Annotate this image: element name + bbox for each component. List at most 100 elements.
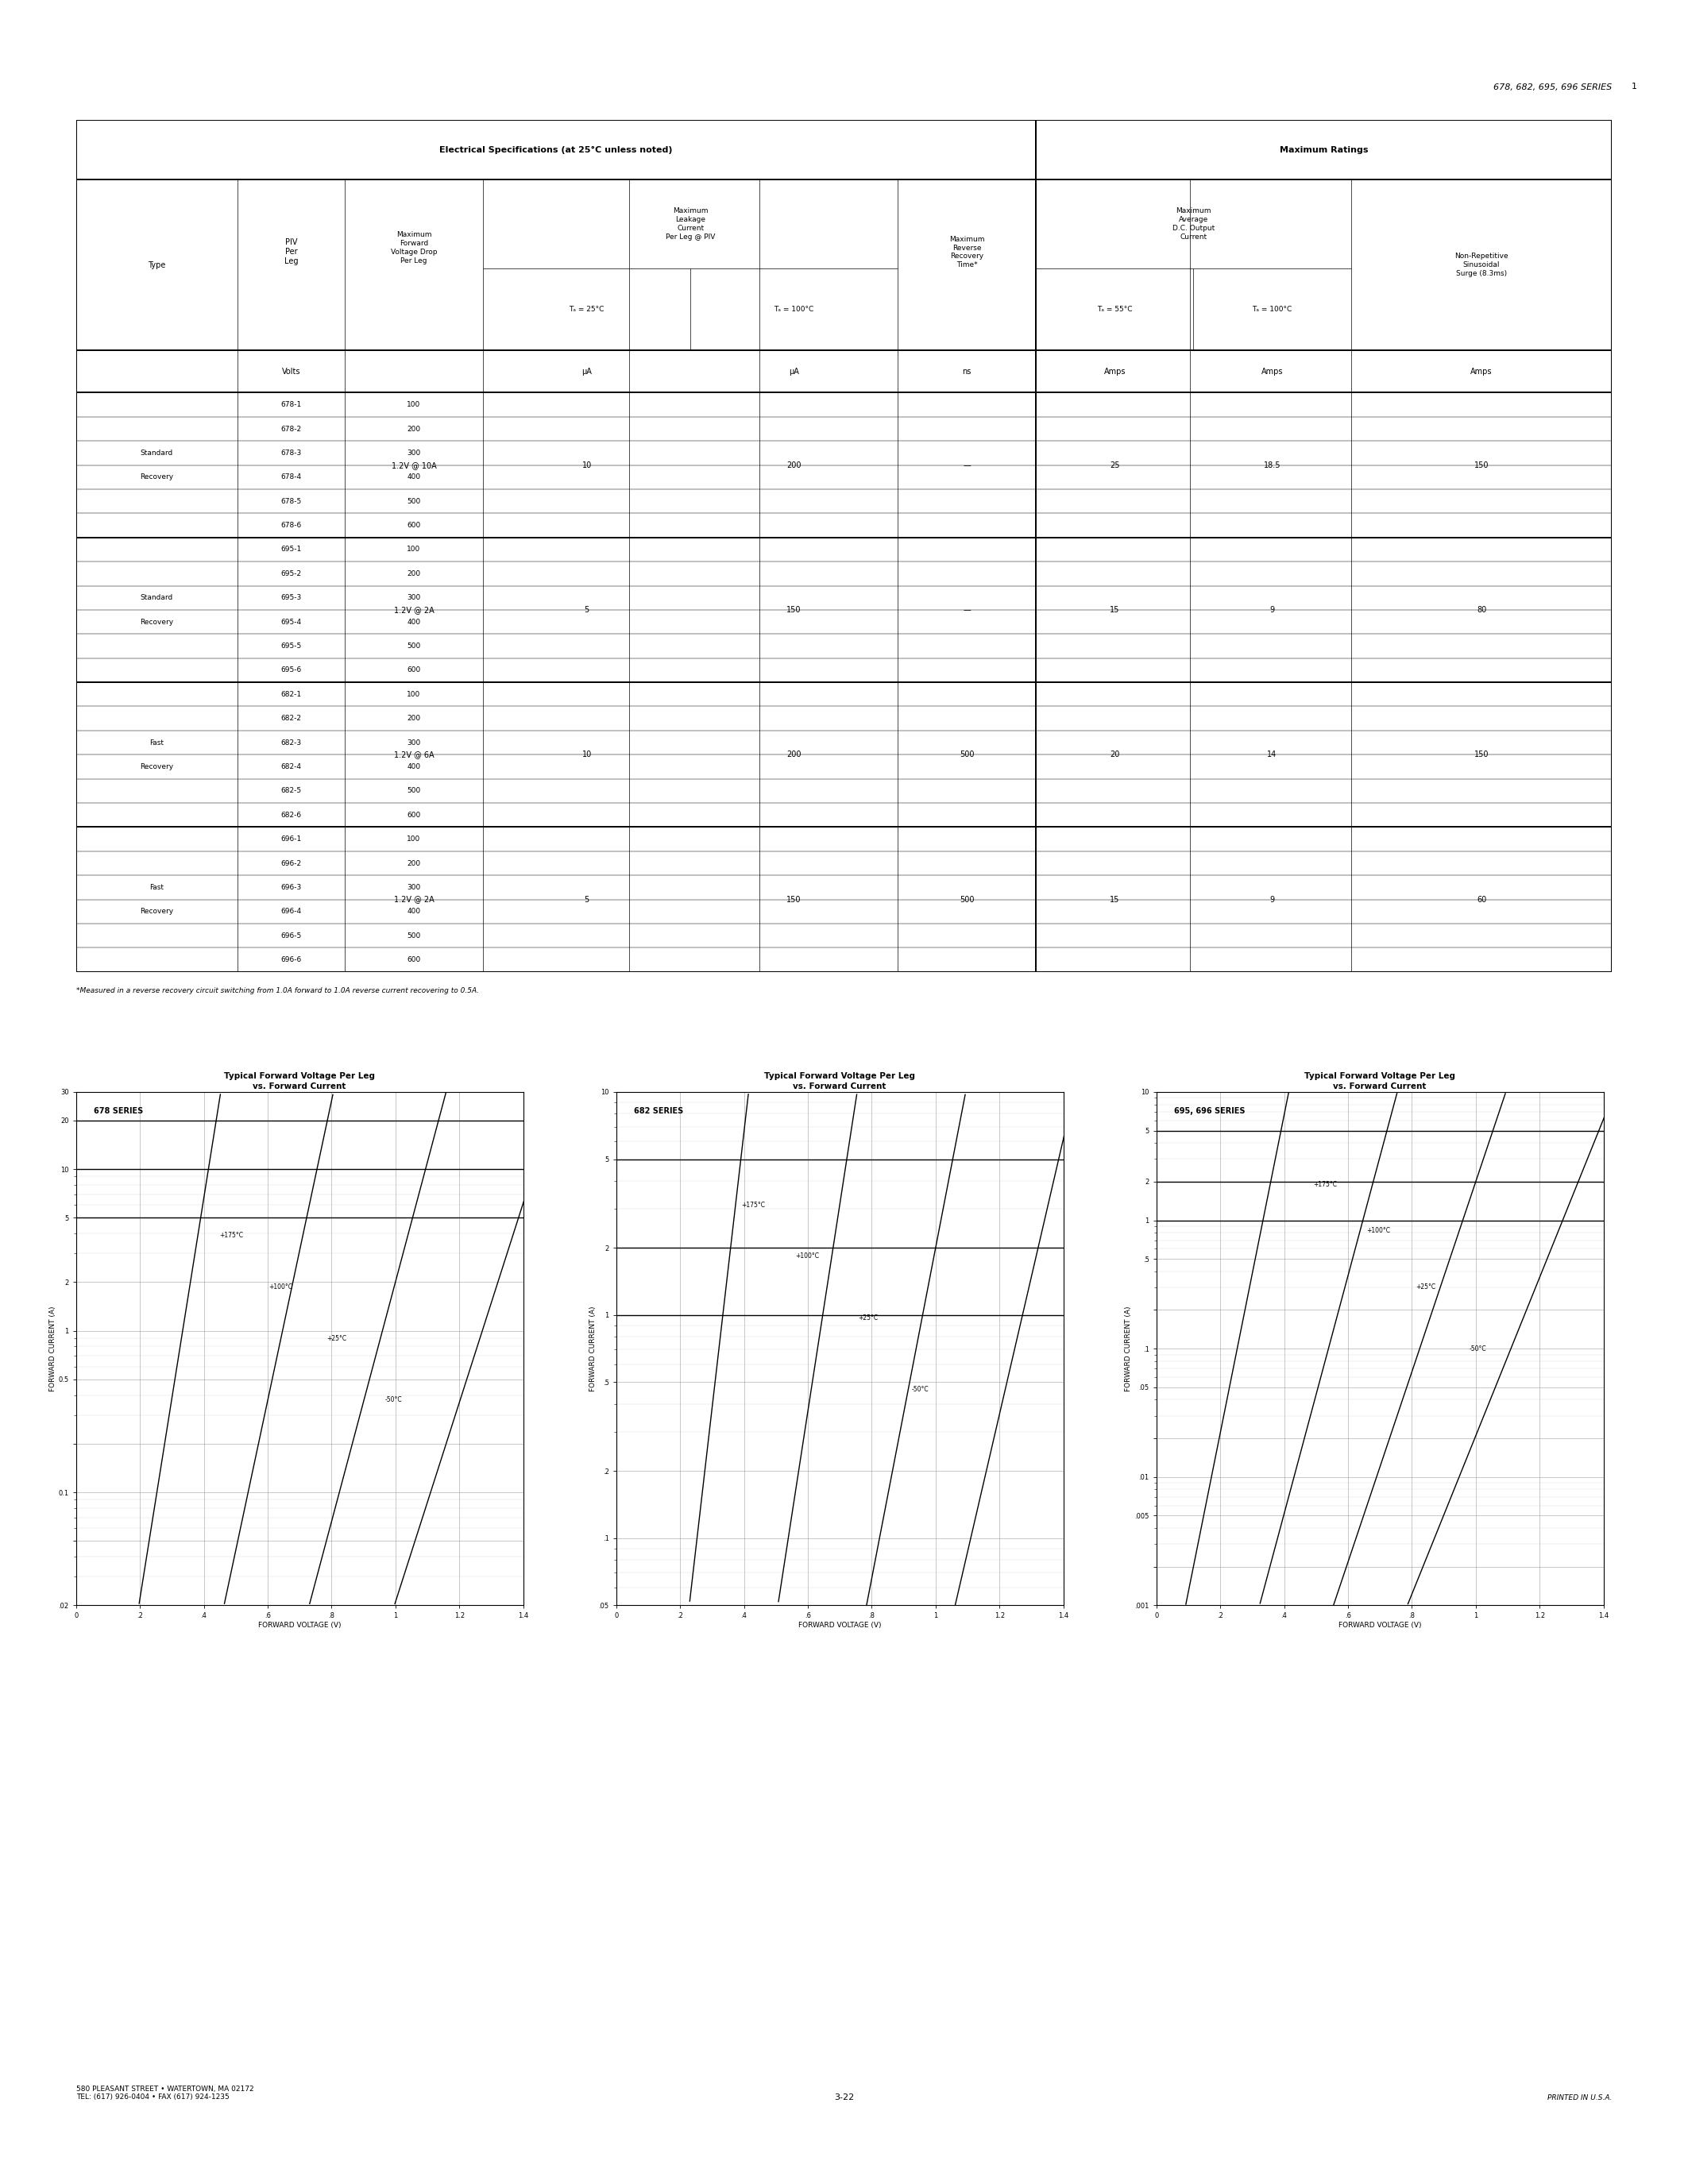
- Text: 678-6: 678-6: [280, 522, 302, 529]
- Text: -50°C: -50°C: [1469, 1345, 1487, 1352]
- Text: 696-5: 696-5: [280, 933, 302, 939]
- Text: -50°C: -50°C: [912, 1387, 928, 1393]
- Title: Typical Forward Voltage Per Leg
vs. Forward Current: Typical Forward Voltage Per Leg vs. Forw…: [1305, 1072, 1455, 1090]
- Text: +175°C: +175°C: [219, 1232, 243, 1238]
- Text: +25°C: +25°C: [858, 1315, 878, 1321]
- Text: 150: 150: [1474, 461, 1489, 470]
- Text: +175°C: +175°C: [741, 1201, 765, 1208]
- Text: 300: 300: [407, 450, 420, 456]
- Text: +25°C: +25°C: [326, 1334, 346, 1341]
- Text: 500: 500: [959, 751, 974, 758]
- Text: *Measured in a reverse recovery circuit switching from 1.0A forward to 1.0A reve: *Measured in a reverse recovery circuit …: [76, 987, 479, 994]
- Text: 9: 9: [1269, 605, 1274, 614]
- Text: Fast: Fast: [150, 738, 164, 747]
- Y-axis label: FORWARD CURRENT (A): FORWARD CURRENT (A): [49, 1306, 56, 1391]
- Text: Maximum
Forward
Voltage Drop
Per Leg: Maximum Forward Voltage Drop Per Leg: [390, 232, 437, 264]
- Text: 678-2: 678-2: [280, 426, 302, 432]
- Text: 18.5: 18.5: [1264, 461, 1281, 470]
- Text: 300: 300: [407, 885, 420, 891]
- Text: +175°C: +175°C: [1313, 1182, 1337, 1188]
- Text: 100: 100: [407, 690, 420, 699]
- Text: +25°C: +25°C: [1416, 1284, 1436, 1291]
- Text: 500: 500: [407, 642, 420, 649]
- Text: 100: 100: [407, 402, 420, 408]
- Text: Maximum
Average
D.C. Output
Current: Maximum Average D.C. Output Current: [1171, 207, 1215, 240]
- Text: 150: 150: [1474, 751, 1489, 758]
- Text: 10: 10: [582, 461, 591, 470]
- Text: 500: 500: [407, 786, 420, 795]
- Text: 10: 10: [582, 751, 591, 758]
- Text: Standard: Standard: [140, 450, 172, 456]
- Text: 696-4: 696-4: [280, 909, 302, 915]
- Text: 682-2: 682-2: [280, 714, 302, 723]
- Text: 695-6: 695-6: [280, 666, 302, 675]
- Text: 678-3: 678-3: [280, 450, 302, 456]
- Text: 678-1: 678-1: [280, 402, 302, 408]
- Text: Maximum
Reverse
Recovery
Time*: Maximum Reverse Recovery Time*: [949, 236, 984, 269]
- Text: 100: 100: [407, 546, 420, 553]
- Text: 15: 15: [1109, 605, 1119, 614]
- Text: —: —: [964, 461, 971, 470]
- Text: 600: 600: [407, 812, 420, 819]
- X-axis label: FORWARD VOLTAGE (V): FORWARD VOLTAGE (V): [798, 1623, 881, 1629]
- Text: Type: Type: [149, 260, 165, 269]
- Text: μA: μA: [788, 367, 798, 376]
- Text: 25: 25: [1109, 461, 1119, 470]
- X-axis label: FORWARD VOLTAGE (V): FORWARD VOLTAGE (V): [1339, 1623, 1421, 1629]
- Text: 200: 200: [787, 751, 802, 758]
- Text: 678, 682, 695, 696 SERIES: 678, 682, 695, 696 SERIES: [1494, 83, 1612, 92]
- Text: 200: 200: [407, 570, 420, 577]
- Text: 150: 150: [787, 895, 802, 904]
- Text: 695-2: 695-2: [280, 570, 302, 577]
- Text: 682-4: 682-4: [280, 762, 302, 771]
- Text: 20: 20: [1109, 751, 1119, 758]
- Text: +100°C: +100°C: [795, 1254, 819, 1260]
- Text: 80: 80: [1477, 605, 1487, 614]
- Text: 200: 200: [407, 426, 420, 432]
- Text: 580 PLEASANT STREET • WATERTOWN, MA 02172
TEL: (617) 926-0404 • FAX (617) 924-12: 580 PLEASANT STREET • WATERTOWN, MA 0217…: [76, 2086, 253, 2101]
- Text: 200: 200: [407, 714, 420, 723]
- Text: 696-3: 696-3: [280, 885, 302, 891]
- Text: 9: 9: [1269, 895, 1274, 904]
- Text: Tₐ = 25°C: Tₐ = 25°C: [569, 306, 604, 312]
- Text: 600: 600: [407, 522, 420, 529]
- Text: 5: 5: [584, 605, 589, 614]
- Text: 695-1: 695-1: [280, 546, 302, 553]
- Y-axis label: FORWARD CURRENT (A): FORWARD CURRENT (A): [1126, 1306, 1133, 1391]
- Text: 678-5: 678-5: [280, 498, 302, 505]
- Text: Recovery: Recovery: [140, 474, 174, 480]
- Text: 400: 400: [407, 618, 420, 625]
- Text: Recovery: Recovery: [140, 618, 174, 625]
- Text: Maximum Ratings: Maximum Ratings: [1280, 146, 1369, 153]
- Text: +100°C: +100°C: [1367, 1227, 1391, 1234]
- Text: Maximum
Leakage
Current
Per Leg @ PIV: Maximum Leakage Current Per Leg @ PIV: [665, 207, 716, 240]
- Text: 500: 500: [959, 895, 974, 904]
- X-axis label: FORWARD VOLTAGE (V): FORWARD VOLTAGE (V): [258, 1623, 341, 1629]
- Text: 696-2: 696-2: [280, 860, 302, 867]
- Text: Amps: Amps: [1104, 367, 1126, 376]
- Title: Typical Forward Voltage Per Leg
vs. Forward Current: Typical Forward Voltage Per Leg vs. Forw…: [765, 1072, 915, 1090]
- Text: 300: 300: [407, 594, 420, 601]
- Text: 600: 600: [407, 666, 420, 675]
- Text: Tₐ = 55°C: Tₐ = 55°C: [1097, 306, 1133, 312]
- Text: 400: 400: [407, 909, 420, 915]
- Text: 1.2V @ 10A: 1.2V @ 10A: [392, 461, 437, 470]
- Text: 60: 60: [1477, 895, 1487, 904]
- Text: Amps: Amps: [1261, 367, 1283, 376]
- Text: 1: 1: [1632, 83, 1637, 92]
- Text: 3-22: 3-22: [834, 2092, 854, 2101]
- Text: 1.2V @ 2A: 1.2V @ 2A: [393, 895, 434, 904]
- Text: 682-1: 682-1: [280, 690, 302, 699]
- Text: Fast: Fast: [150, 885, 164, 891]
- Text: 696-6: 696-6: [280, 957, 302, 963]
- Text: 678 SERIES: 678 SERIES: [95, 1107, 143, 1116]
- Text: -50°C: -50°C: [385, 1396, 402, 1404]
- Text: 15: 15: [1109, 895, 1119, 904]
- Text: Non-Repetitive
Sinusoidal
Surge (8.3ms): Non-Repetitive Sinusoidal Surge (8.3ms): [1455, 253, 1509, 277]
- Text: PRINTED IN U.S.A.: PRINTED IN U.S.A.: [1548, 2094, 1612, 2101]
- Text: 678-4: 678-4: [280, 474, 302, 480]
- Text: 696-1: 696-1: [280, 836, 302, 843]
- Text: 682 SERIES: 682 SERIES: [635, 1107, 684, 1116]
- Text: 500: 500: [407, 933, 420, 939]
- Text: Tₐ = 100°C: Tₐ = 100°C: [775, 306, 814, 312]
